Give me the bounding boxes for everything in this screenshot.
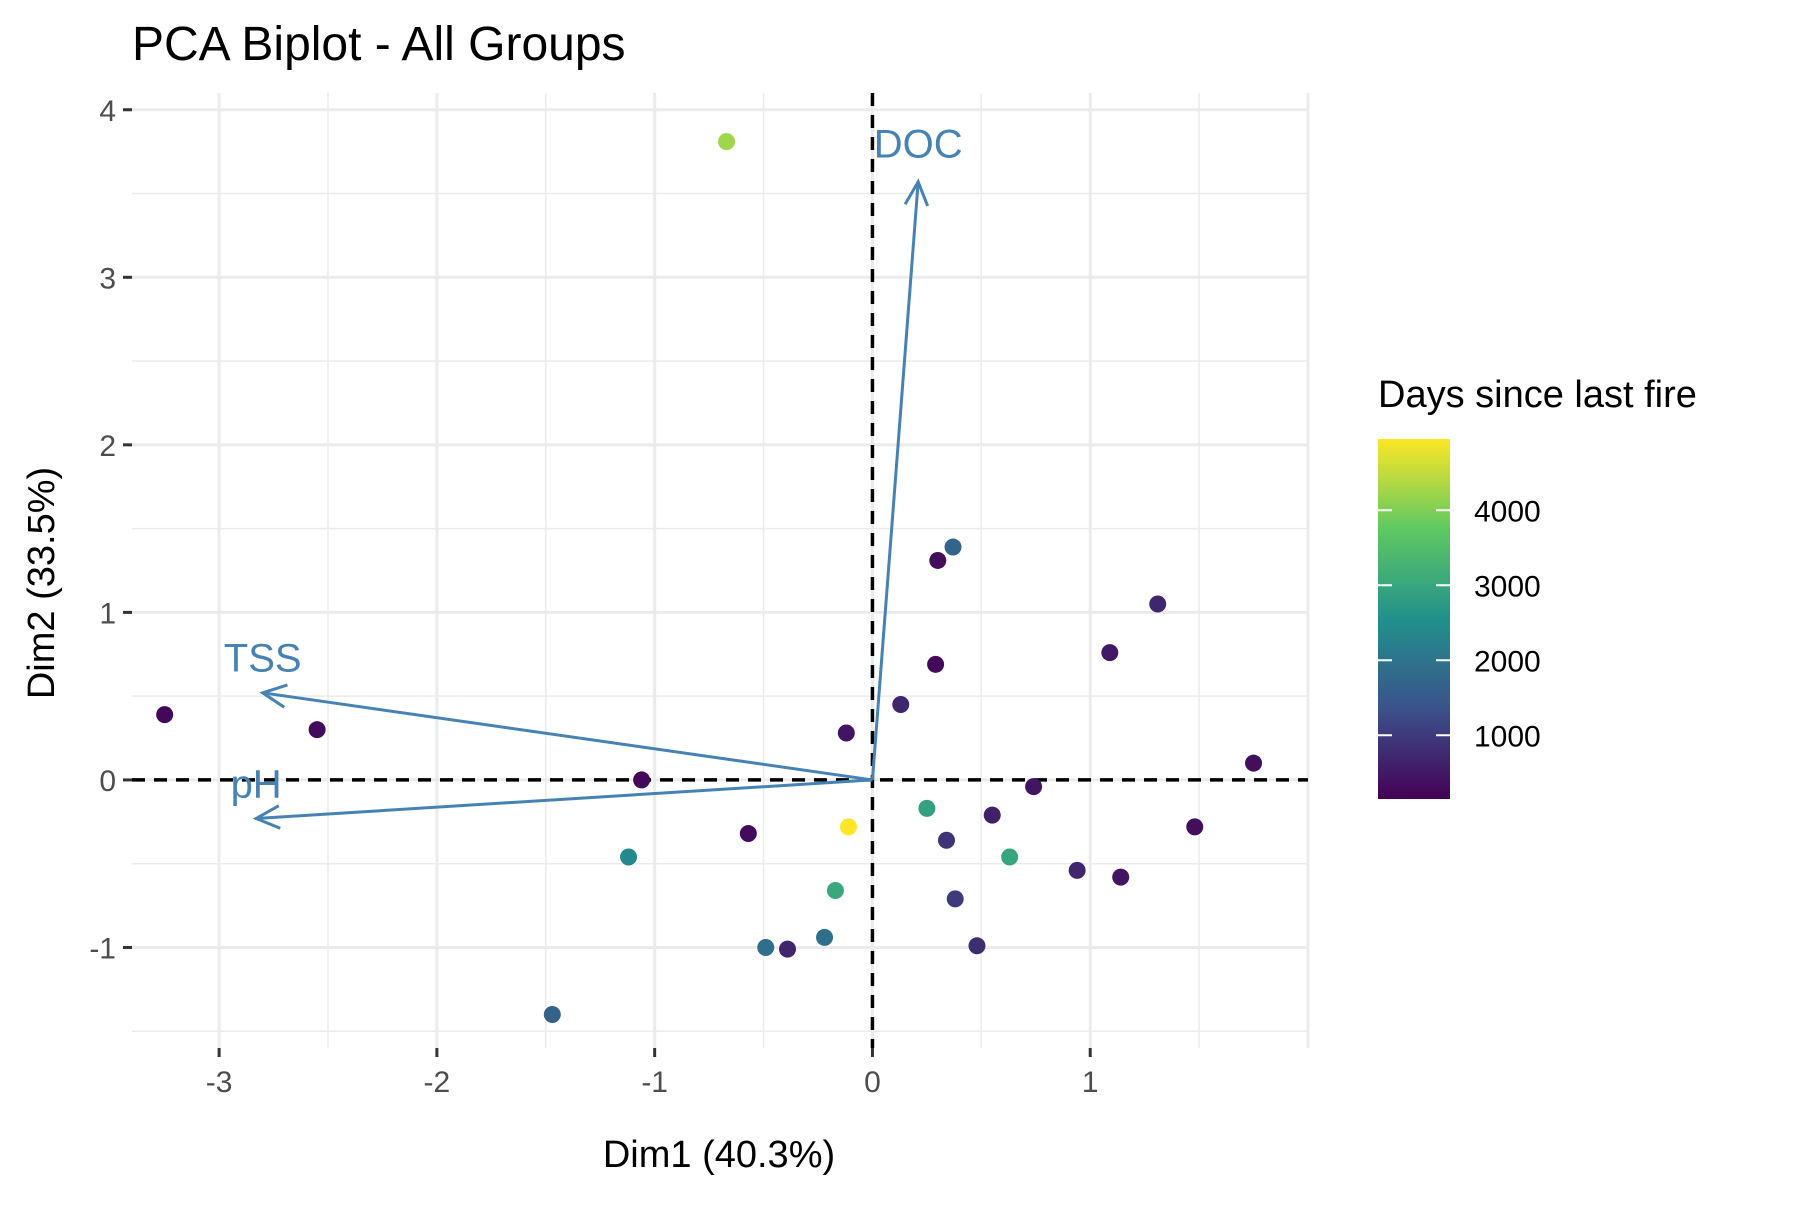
data-point xyxy=(937,831,955,849)
colorbar-ticks: 1000 2000 3000 4000 xyxy=(1378,495,1541,753)
data-point xyxy=(983,806,1001,824)
data-point xyxy=(1245,754,1263,772)
data-point xyxy=(837,724,855,742)
reference-lines xyxy=(132,93,1308,1048)
x-tick-label: 0 xyxy=(864,1066,881,1099)
data-point xyxy=(927,655,945,673)
chart-title: PCA Biplot - All Groups xyxy=(132,18,626,71)
arrow-head xyxy=(252,804,281,830)
data-point xyxy=(779,940,797,958)
arrow-label: DOC xyxy=(874,122,963,166)
grid-lines xyxy=(132,93,1310,1048)
arrow-label: pH xyxy=(231,762,282,806)
x-axis: -3 -2 -1 0 1 xyxy=(206,1048,1099,1099)
arrow-doc: DOC xyxy=(870,122,963,781)
x-tick-label: -3 xyxy=(206,1066,233,1099)
arrow-tss: TSS xyxy=(224,637,873,782)
data-points xyxy=(156,133,1263,1023)
data-point xyxy=(620,848,638,866)
data-point xyxy=(1149,595,1167,613)
arrow-shaft xyxy=(870,181,920,781)
data-point xyxy=(839,818,857,836)
data-point xyxy=(543,1005,561,1023)
arrow-ph: pH xyxy=(231,762,873,830)
arrow-head xyxy=(903,178,930,207)
colorbar-title: Days since last fire xyxy=(1378,374,1697,416)
data-point xyxy=(826,882,844,900)
data-point xyxy=(1025,778,1043,796)
data-point xyxy=(1112,868,1130,886)
data-point xyxy=(1186,818,1204,836)
x-tick-label: -1 xyxy=(641,1066,668,1099)
y-tick-label: 2 xyxy=(99,430,116,463)
data-point xyxy=(918,799,936,817)
data-point xyxy=(929,551,947,569)
data-point xyxy=(739,825,757,843)
loading-arrows: DOC TSS pH xyxy=(224,122,963,830)
arrow-shaft xyxy=(262,691,873,782)
colorbar-tick-label: 1000 xyxy=(1474,720,1541,753)
data-point xyxy=(816,928,834,946)
colorbar-legend: Days since last fire 1000 2000 3000 4000 xyxy=(1378,374,1697,799)
colorbar-tick-label: 4000 xyxy=(1474,495,1541,528)
data-point xyxy=(1068,861,1086,879)
y-tick-label: 4 xyxy=(99,95,116,128)
data-point xyxy=(633,771,651,789)
arrow-label: TSS xyxy=(224,637,302,681)
data-point xyxy=(946,890,964,908)
x-tick-label: -2 xyxy=(424,1066,451,1099)
data-point xyxy=(968,937,986,955)
colorbar-tick-label: 3000 xyxy=(1474,570,1541,603)
y-tick-label: -1 xyxy=(89,932,116,965)
data-point xyxy=(757,938,775,956)
y-tick-label: 3 xyxy=(99,262,116,295)
data-point xyxy=(892,696,910,714)
data-point xyxy=(944,538,962,556)
data-point xyxy=(1101,644,1119,662)
arrow-head xyxy=(259,683,288,709)
colorbar-tick-label: 2000 xyxy=(1474,645,1541,678)
y-tick-label: 0 xyxy=(99,765,116,798)
x-axis-label: Dim1 (40.3%) xyxy=(603,1134,835,1176)
arrow-shaft xyxy=(256,778,873,820)
y-tick-label: 1 xyxy=(99,597,116,630)
y-axis: -1 0 1 2 3 4 xyxy=(89,95,132,965)
y-axis-label: Dim2 (33.5%) xyxy=(21,467,63,699)
data-point xyxy=(308,721,326,739)
data-point xyxy=(718,133,736,151)
x-tick-label: 1 xyxy=(1082,1066,1099,1099)
data-point xyxy=(156,706,174,724)
colorbar-gradient xyxy=(1378,439,1450,799)
data-point xyxy=(1001,848,1019,866)
